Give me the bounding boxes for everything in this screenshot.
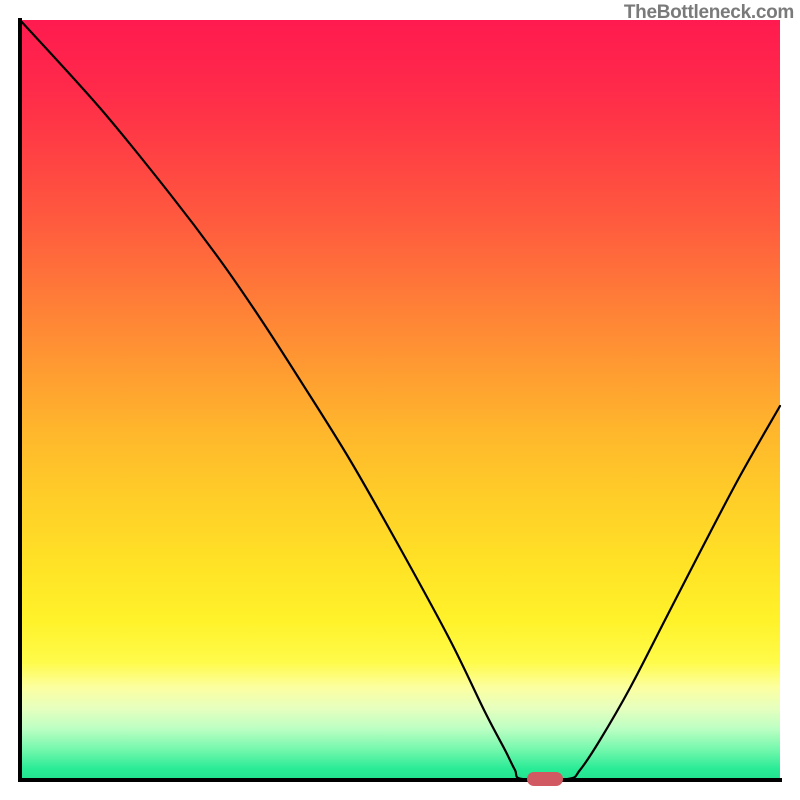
bottleneck-chart <box>0 0 800 800</box>
plot-background <box>20 20 780 780</box>
optimum-marker <box>527 772 563 786</box>
chart-container: TheBottleneck.com <box>0 0 800 800</box>
attribution-text: TheBottleneck.com <box>624 2 794 24</box>
